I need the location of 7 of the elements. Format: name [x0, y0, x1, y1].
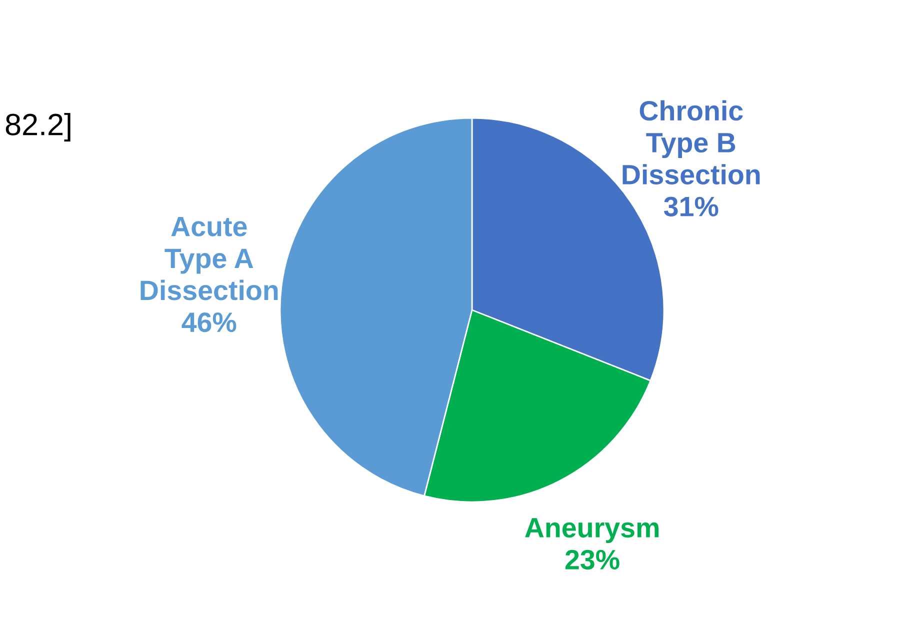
data-label: 23%: [565, 550, 620, 570]
data-label: 31%: [664, 196, 718, 216]
slice-label: Aneurysm: [525, 518, 658, 544]
text: 82.2]: [6, 112, 70, 142]
slice-label: Chronic Type B Dissection: [622, 100, 760, 184]
data-label: 46%: [182, 312, 236, 332]
slice-label: Acute Type A Dissection: [140, 216, 278, 300]
